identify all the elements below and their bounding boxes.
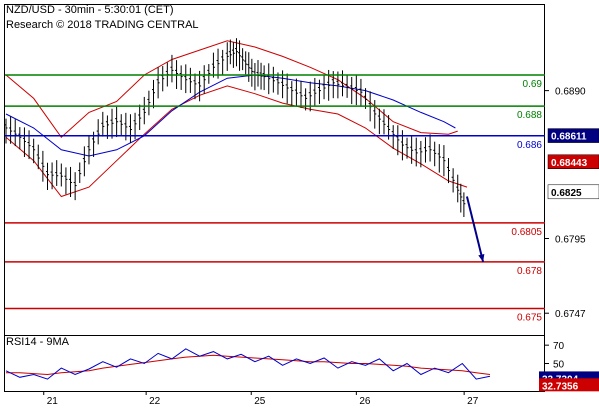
level-label-support: 0.678 [517, 266, 542, 277]
price-axis-box [547, 184, 599, 200]
rsi-panel-title: RSI14 - 9MA [6, 336, 69, 348]
time-axis-tick-label: 26 [359, 396, 371, 407]
price-axis-tick-label: 0.6890 [555, 87, 586, 98]
forecast-arrow-shaft [465, 196, 485, 263]
forecast-arrow [465, 196, 485, 263]
level-label-resistance: 0.688 [517, 110, 542, 121]
price-series [4, 38, 466, 218]
chart-title: NZD/USD - 30min - 5:30:01 (CET) [6, 4, 174, 16]
time-axis-tick-label: 22 [149, 396, 161, 407]
price-axis-box-label: 0.68443 [551, 158, 588, 169]
rsi-line [5, 348, 491, 380]
level-label-pivot: 0.686 [517, 140, 542, 151]
level-label-support: 0.6805 [511, 227, 542, 238]
bollinger-upper-line [5, 40, 458, 139]
level-label-resistance: 0.69 [523, 79, 543, 90]
rsi-axis-tick-label: 70 [553, 341, 565, 352]
rsi-axis-box-label: 32.7356 [542, 381, 579, 392]
copyright-notice: Research © 2018 TRADING CENTRAL [6, 19, 199, 31]
price-axis-box [547, 154, 599, 169]
rsi-panel: 70503033.730432.7356 [5, 341, 599, 392]
forecast-arrow-head [478, 253, 485, 262]
rsi-axis-box [539, 378, 599, 392]
price-axis-box [547, 128, 599, 143]
time-axis: 21 22 25 26 27 [43, 391, 479, 407]
time-axis-tick-label: 27 [467, 396, 479, 407]
rsi-axis-tick-label: 50 [553, 360, 565, 371]
time-axis-tick-label: 25 [254, 396, 266, 407]
price-axis-box-label: 0.68611 [551, 132, 587, 143]
price-axis-box-label: 0.6825 [551, 188, 582, 199]
level-label-support: 0.675 [517, 313, 542, 324]
price-axis: 0.6890 0.6795 0.6747 0.68611 0.68443 0.6825 [545, 87, 599, 320]
time-axis-tick-label: 21 [47, 396, 59, 407]
rsi-panel-frame [4, 335, 545, 392]
price-axis-tick-label: 0.6795 [555, 234, 586, 245]
price-axis-tick-label: 0.6747 [555, 309, 586, 320]
horizontal-levels: 0.69 0.688 0.686 0.6805 0.678 0.675 [5, 74, 545, 324]
